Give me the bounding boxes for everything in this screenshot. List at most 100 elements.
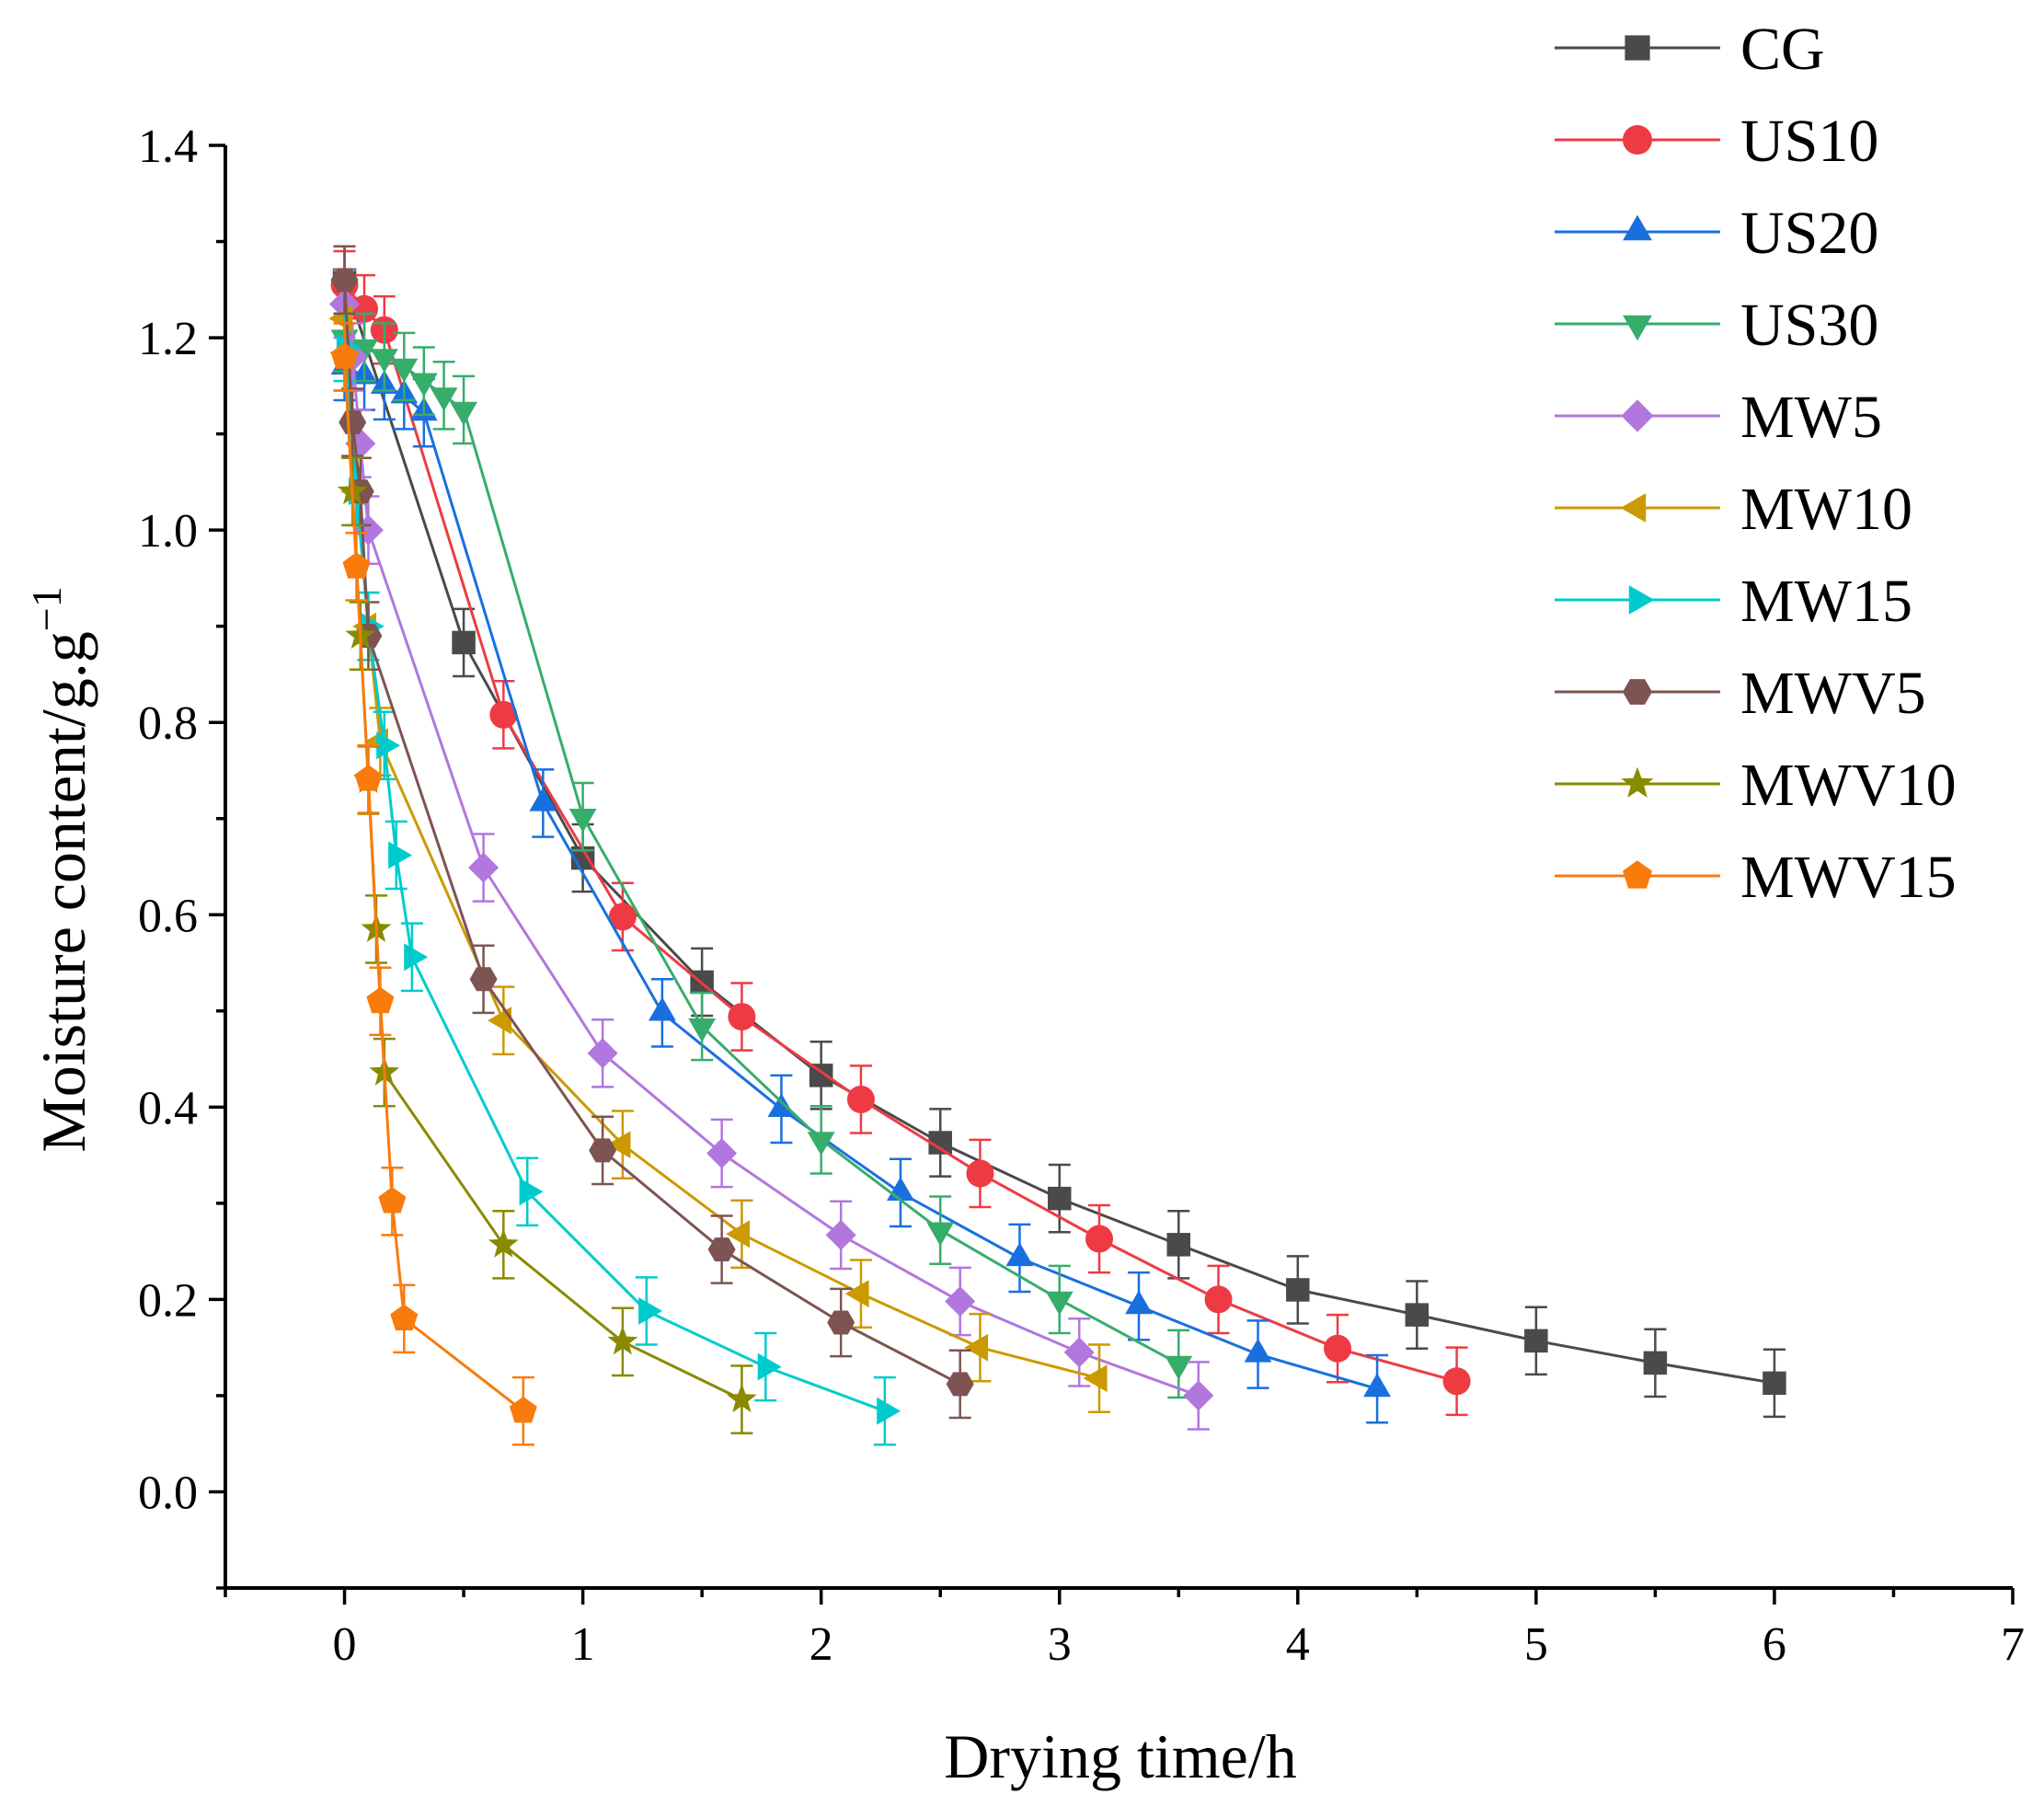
data-point: [350, 339, 378, 363]
data-point: [1183, 1380, 1214, 1411]
data-point: [354, 765, 383, 791]
data-point: [707, 1237, 736, 1261]
data-point: [1524, 1329, 1548, 1353]
legend-item: CG: [1555, 16, 1825, 83]
data-point: [844, 1280, 869, 1308]
data-point: [926, 1222, 955, 1247]
data-point: [706, 1138, 738, 1168]
data-point: [946, 1372, 974, 1397]
data-point: [330, 342, 359, 369]
data-point: [366, 986, 395, 1014]
data-point: [757, 1352, 782, 1381]
data-point: [430, 387, 458, 411]
data-point: [1763, 1371, 1786, 1396]
data-point: [509, 1396, 537, 1423]
legend-marker: [1623, 315, 1652, 341]
y-tick-label: 0.0: [138, 1467, 198, 1519]
data-point: [450, 401, 477, 426]
data-point: [1286, 1278, 1310, 1302]
data-point: [404, 943, 429, 972]
y-axis-title-text: Moisture content/g.g: [29, 631, 98, 1153]
y-tick-label: 0.2: [138, 1274, 198, 1327]
data-point: [1083, 1364, 1108, 1393]
legend-marker: [1623, 214, 1652, 241]
series-line: [343, 347, 886, 1413]
legend-marker: [1620, 493, 1647, 523]
data-point: [587, 1038, 618, 1069]
x-axis-title: Drying time/h: [944, 1721, 1296, 1791]
data-point: [877, 1397, 901, 1425]
series-mwv15: [330, 322, 537, 1446]
series-cg: [332, 245, 1786, 1419]
x-tick-label: 4: [1286, 1618, 1310, 1671]
data-point: [727, 1383, 757, 1413]
data-point: [807, 1132, 835, 1156]
data-point: [409, 373, 438, 397]
legend-item: US10: [1555, 108, 1878, 175]
legend-item: US20: [1555, 200, 1878, 267]
data-point: [1063, 1337, 1095, 1368]
data-point: [468, 852, 500, 883]
legend-label: MW10: [1740, 476, 1912, 543]
y-tick-label: 1.4: [138, 121, 198, 173]
data-point: [452, 630, 476, 655]
data-point: [608, 903, 637, 931]
legend-marker: [1623, 125, 1652, 155]
series-line: [343, 356, 743, 1401]
data-point: [1405, 1303, 1430, 1327]
legend-label: CG: [1740, 16, 1825, 83]
data-point: [589, 1138, 617, 1163]
y-tick-label: 1.2: [138, 313, 198, 365]
data-point: [1166, 1233, 1191, 1257]
data-point: [1005, 1242, 1034, 1267]
legend-marker: [1621, 399, 1654, 432]
data-point: [1204, 1285, 1233, 1314]
legend-item: MW5: [1555, 384, 1882, 451]
data-point: [945, 1286, 976, 1317]
legend-label: US10: [1740, 108, 1878, 175]
legend-label: MW15: [1740, 568, 1912, 635]
data-point: [964, 1333, 989, 1362]
legend-item: MWV10: [1555, 752, 1957, 819]
legend-label: MWV15: [1740, 844, 1957, 911]
legend: CG US10 US20 US30 MW5 MW10 MW15 MWV5 MWV10 MWV15: [1555, 16, 1957, 911]
legend-item: MW15: [1555, 568, 1912, 635]
plot-series: [328, 245, 1786, 1446]
data-point: [390, 1304, 419, 1330]
data-point: [339, 410, 367, 434]
data-point: [330, 268, 359, 293]
x-tick-label: 7: [2001, 1618, 2025, 1671]
data-point: [376, 731, 400, 760]
data-point: [726, 1220, 750, 1248]
legend-item: MW10: [1555, 476, 1912, 543]
y-axis-title-superscript: −1: [23, 586, 70, 631]
data-point: [390, 358, 419, 383]
data-point: [488, 1007, 511, 1035]
y-tick-label: 0.8: [138, 697, 198, 750]
data-point: [489, 700, 518, 729]
series-mwv10: [329, 322, 757, 1434]
data-point: [342, 552, 371, 579]
data-point: [1643, 1351, 1668, 1375]
data-point: [887, 1177, 914, 1201]
data-point: [519, 1178, 544, 1206]
data-point: [767, 1093, 796, 1117]
x-tick-label: 1: [571, 1618, 595, 1671]
data-point: [378, 1187, 407, 1214]
legend-marker: [1621, 766, 1654, 798]
data-point: [606, 1131, 631, 1158]
series-line: [343, 365, 1378, 1391]
x-tick-label: 0: [333, 1618, 357, 1671]
data-point: [1047, 1186, 1072, 1211]
legend-item: MWV5: [1555, 660, 1926, 727]
x-tick-label: 5: [1524, 1618, 1548, 1671]
legend-label: MW5: [1740, 384, 1882, 451]
x-tick-label: 2: [810, 1618, 833, 1671]
legend-label: MWV5: [1740, 660, 1926, 727]
legend-label: US30: [1740, 292, 1878, 359]
data-point: [728, 1003, 756, 1031]
data-point: [825, 1219, 856, 1250]
y-tick-label: 1.0: [138, 505, 198, 558]
data-point: [529, 787, 557, 811]
